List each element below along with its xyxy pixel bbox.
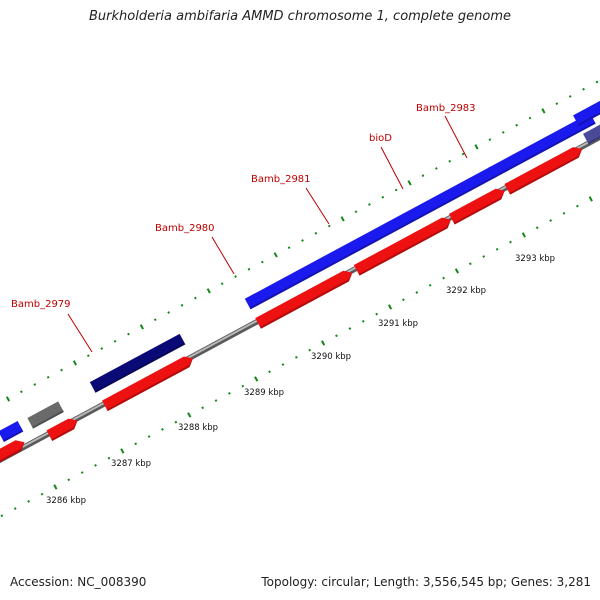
gene-label: Bamb_2983 xyxy=(416,103,476,114)
gene-biod xyxy=(448,188,505,225)
tick-row-upper xyxy=(5,80,599,402)
genome-summary-text: Topology: circular; Length: 3,556,545 bp… xyxy=(261,575,591,589)
tick-marks xyxy=(0,80,599,518)
scale-label: 3293 kbp xyxy=(515,254,555,264)
leader-line xyxy=(444,115,468,159)
gene-label: bioD xyxy=(369,133,392,144)
gene-lower-edge-1 xyxy=(0,440,25,463)
scale-label: 3286 kbp xyxy=(46,496,86,506)
scale-label: 3292 kbp xyxy=(446,286,486,296)
gene-bamb-2980 xyxy=(244,166,497,310)
scale-label: 3291 kbp xyxy=(378,319,418,329)
leader-line xyxy=(67,313,93,353)
gene-lower-slate xyxy=(583,124,600,145)
gene-upper-gray xyxy=(27,401,64,429)
gene-label: Bamb_2979 xyxy=(11,299,71,310)
gene-bamb-2981-lower xyxy=(255,270,353,329)
tick-row-lower xyxy=(0,196,593,518)
leader-line xyxy=(380,146,404,190)
gene-label: Bamb_2980 xyxy=(155,223,215,234)
leader-line xyxy=(211,236,235,275)
gene-lower-red-c xyxy=(504,147,583,195)
gene-bamb-2983 xyxy=(487,113,596,179)
gene-upper-navy xyxy=(89,333,186,393)
map-title: Burkholderia ambifaria AMMD chromosome 1… xyxy=(88,9,512,24)
gene-lower-red-small xyxy=(46,418,78,441)
scale-label: 3289 kbp xyxy=(244,388,284,398)
scale-labels: 3286 kbp 3287 kbp 3288 kbp 3289 kbp 3290 kbp… xyxy=(46,254,555,506)
gene-labels: Bamb_2979 Bamb_2980 Bamb_2981 bioD Bamb_2983 xyxy=(11,103,476,310)
gene-label: Bamb_2981 xyxy=(251,174,311,185)
gene-lower-red-b xyxy=(353,217,451,276)
scale-label: 3288 kbp xyxy=(178,423,218,433)
scale-label: 3290 kbp xyxy=(311,352,351,362)
gene-lower-red-a xyxy=(102,356,193,412)
gene-upper-right-1 xyxy=(573,100,600,126)
gene-features xyxy=(0,100,600,463)
label-leaders xyxy=(67,115,468,353)
gene-upper-edge-1 xyxy=(0,420,24,442)
accession-text: Accession: NC_008390 xyxy=(10,575,147,589)
leader-line xyxy=(305,187,330,225)
scale-label: 3287 kbp xyxy=(111,459,151,469)
